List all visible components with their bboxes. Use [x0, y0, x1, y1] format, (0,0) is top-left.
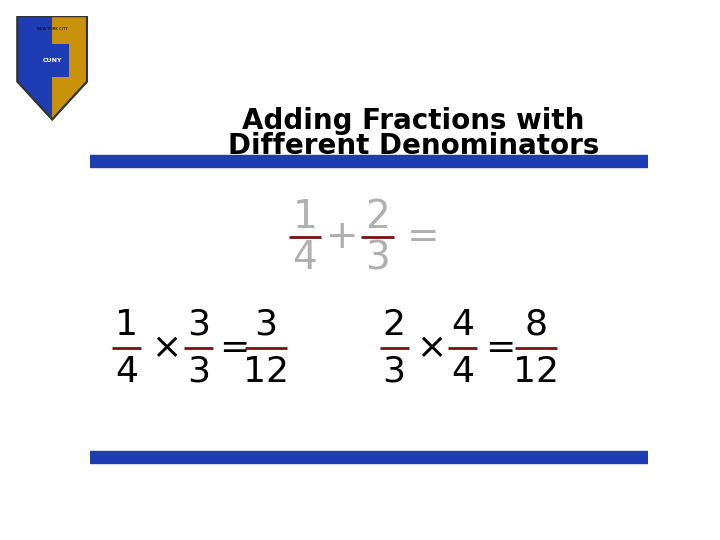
Text: 3: 3 — [382, 355, 405, 389]
Text: =: = — [485, 331, 516, 365]
Text: 8: 8 — [525, 308, 548, 342]
Bar — [90, 451, 648, 463]
Text: 12: 12 — [513, 355, 559, 389]
Text: +: + — [326, 218, 359, 256]
Text: ×: × — [416, 331, 446, 365]
Text: 12: 12 — [243, 355, 289, 389]
Text: 4: 4 — [451, 308, 474, 342]
Text: =: = — [219, 331, 249, 365]
Polygon shape — [17, 16, 53, 119]
Text: 4: 4 — [451, 355, 474, 389]
Text: 1: 1 — [292, 198, 318, 235]
Text: 1: 1 — [114, 308, 138, 342]
FancyBboxPatch shape — [36, 44, 69, 77]
Text: Adding Fractions with: Adding Fractions with — [243, 107, 585, 135]
Bar — [90, 155, 648, 167]
Text: 3: 3 — [187, 355, 210, 389]
Text: CUNY: CUNY — [42, 58, 62, 63]
Text: 3: 3 — [365, 239, 390, 277]
Polygon shape — [53, 16, 87, 119]
Text: NEW YORK CITY: NEW YORK CITY — [37, 27, 68, 31]
Text: =: = — [408, 218, 440, 256]
Polygon shape — [17, 16, 87, 119]
Text: 2: 2 — [365, 198, 390, 235]
Text: 3: 3 — [254, 308, 277, 342]
Text: 4: 4 — [292, 239, 318, 277]
Text: 4: 4 — [114, 355, 138, 389]
Text: ×: × — [151, 331, 181, 365]
Text: Different Denominators: Different Denominators — [228, 132, 599, 160]
Text: 3: 3 — [187, 308, 210, 342]
Text: 2: 2 — [382, 308, 405, 342]
